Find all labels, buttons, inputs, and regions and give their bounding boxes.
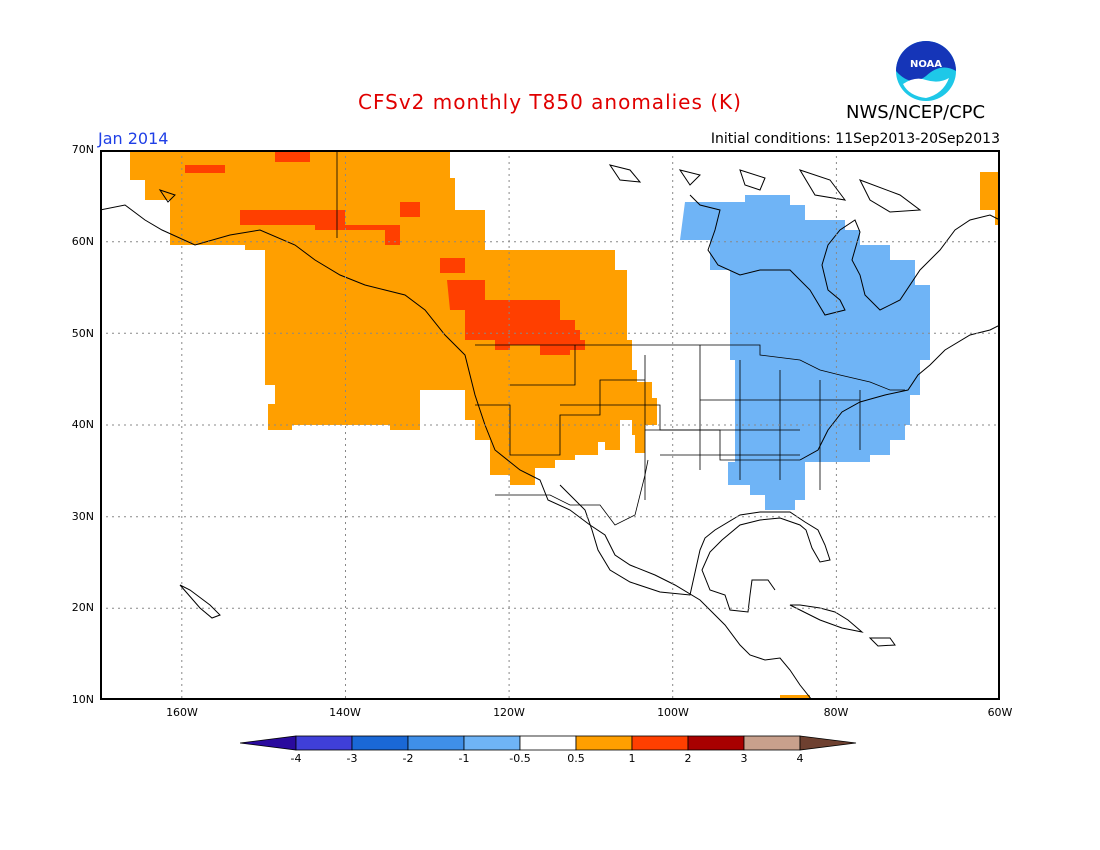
lat-label-10n: 10N [71, 693, 94, 706]
colorbar-segment-8 [687, 735, 745, 751]
colorbar-segment-10 [799, 735, 857, 751]
coastlines [100, 164, 1000, 700]
colorbar-label: 4 [796, 752, 804, 765]
colorbar [240, 735, 857, 751]
colorbar-label: 0.5 [567, 752, 585, 765]
svg-text:NOAA: NOAA [910, 59, 942, 70]
colorbar-label: 3 [740, 752, 748, 765]
colorbar-segment-1 [295, 735, 353, 751]
colorbar-segment-9 [743, 735, 801, 751]
political-borders [336, 150, 905, 526]
colorbar-segment-4 [463, 735, 521, 751]
colorbar-segment-0 [240, 735, 297, 751]
lat-label-30n: 30N [71, 510, 94, 523]
lat-label-20n: 20N [71, 601, 94, 614]
lon-label-160w: 160W [166, 706, 198, 719]
lon-label-140w: 140W [329, 706, 361, 719]
colorbar-segment-2 [351, 735, 409, 751]
initial-conditions-label: Initial conditions: 11Sep2013-20Sep2013 [710, 131, 1000, 147]
colorbar-segment-5 [519, 735, 577, 751]
colorbar-segment-6 [575, 735, 633, 751]
colorbar-label: -4 [290, 752, 302, 765]
anomaly-region-negative [680, 195, 930, 510]
colorbar-label: 2 [684, 752, 692, 765]
lon-label-80w: 80W [823, 706, 849, 719]
lon-label-120w: 120W [493, 706, 525, 719]
lat-label-60n: 60N [71, 235, 94, 248]
colorbar-segment-7 [631, 735, 689, 751]
colorbar-label: -3 [346, 752, 358, 765]
lat-label-50n: 50N [71, 327, 94, 340]
noaa-logo-icon: NOAA [896, 41, 956, 101]
lon-label-100w: 100W [657, 706, 689, 719]
lat-label-70n: 70N [71, 143, 94, 156]
lat-label-40n: 40N [71, 418, 94, 431]
colorbar-label: -2 [402, 752, 414, 765]
colorbar-label: -0.5 [509, 752, 531, 765]
colorbar-label: 1 [628, 752, 636, 765]
agency-label: NWS/NCEP/CPC [846, 102, 986, 123]
lon-label-60w: 60W [987, 706, 1013, 719]
chart-title: CFSv2 monthly T850 anomalies (K) [358, 90, 742, 114]
valid-month-label: Jan 2014 [98, 129, 169, 148]
colorbar-segment-3 [407, 735, 465, 751]
colorbar-label: -1 [458, 752, 470, 765]
gridlines [100, 150, 1000, 700]
anomaly-map [100, 150, 1000, 700]
anomaly-region-strong-positive [185, 150, 585, 355]
